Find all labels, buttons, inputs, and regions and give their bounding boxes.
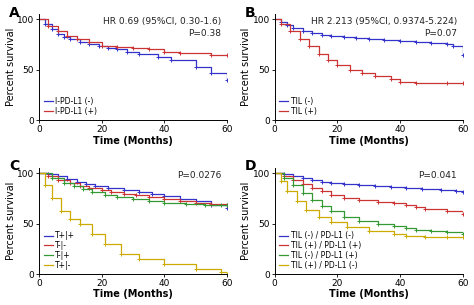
- I-PD-L1 (+): [55, 24, 61, 28]
- T+|+: [121, 186, 127, 190]
- Legend: T+|+, T-|-, T-|+, T+|-: T+|+, T-|-, T-|+, T+|-: [43, 231, 76, 270]
- TIL (-) / PD-L1 (-): [328, 181, 334, 185]
- TIL (-): [444, 43, 450, 46]
- TIL (+) / PD-L1 (-): [278, 179, 284, 183]
- I-PD-L1 (+): [130, 47, 136, 50]
- T+|+: [74, 177, 80, 181]
- Legend: TIL (-) / PD-L1 (-), TIL (+) / PD-L1 (+), TIL (-) / PD-L1 (+), TIL (+) / PD-L1 (: TIL (-) / PD-L1 (-), TIL (+) / PD-L1 (+)…: [279, 231, 362, 270]
- TIL (+) / PD-L1 (+): [403, 203, 409, 207]
- I-PD-L1 (+): [146, 48, 152, 51]
- TIL (-) / PD-L1 (+): [291, 183, 296, 187]
- TIL (+): [360, 68, 365, 72]
- Text: HR 2.213 (95%CI, 0.9374-5.224)
P=0.07: HR 2.213 (95%CI, 0.9374-5.224) P=0.07: [311, 17, 457, 38]
- TIL (-) / PD-L1 (-): [310, 176, 315, 180]
- T-|-: [55, 178, 61, 182]
- T+|+: [46, 172, 51, 176]
- TIL (+) / PD-L1 (+): [319, 189, 325, 193]
- TIL (-): [397, 40, 403, 43]
- TIL (+): [460, 81, 465, 85]
- TIL (+): [372, 71, 378, 75]
- TIL (+): [297, 38, 302, 41]
- I-PD-L1 (-): [55, 33, 61, 36]
- TIL (-) / PD-L1 (+): [310, 199, 315, 202]
- I-PD-L1 (-): [155, 55, 161, 59]
- T-|+: [102, 193, 108, 197]
- TIL (+) / PD-L1 (-): [344, 225, 350, 228]
- TIL (+): [335, 58, 340, 61]
- TIL (-) / PD-L1 (-): [291, 172, 296, 176]
- T+|-: [43, 183, 48, 187]
- T+|+: [177, 195, 183, 198]
- Y-axis label: Percent survival: Percent survival: [241, 28, 251, 106]
- Line: TIL (+) / PD-L1 (-): TIL (+) / PD-L1 (-): [274, 173, 463, 237]
- T-|+: [71, 181, 76, 185]
- TIL (-) / PD-L1 (+): [341, 210, 346, 213]
- I-PD-L1 (-): [193, 65, 199, 69]
- T-|+: [90, 190, 95, 194]
- TIL (-) / PD-L1 (+): [428, 228, 434, 231]
- T+|+: [209, 199, 214, 203]
- Text: D: D: [245, 160, 256, 174]
- T+|-: [162, 262, 167, 266]
- TIL (+): [388, 74, 393, 78]
- TIL (-) / PD-L1 (-): [454, 189, 459, 193]
- TIL (-): [428, 41, 434, 44]
- Text: B: B: [245, 5, 255, 20]
- TIL (+) / PD-L1 (-): [303, 209, 309, 212]
- TIL (+): [316, 52, 321, 56]
- TIL (+) / PD-L1 (-): [460, 235, 465, 239]
- TIL (-): [353, 37, 359, 40]
- TIL (-) / PD-L1 (-): [419, 187, 425, 191]
- I-PD-L1 (+): [130, 46, 136, 49]
- TIL (-) / PD-L1 (+): [375, 219, 381, 222]
- TIL (-) / PD-L1 (-): [438, 188, 444, 192]
- TIL (-) / PD-L1 (+): [391, 224, 397, 228]
- TIL (+) / PD-L1 (+): [356, 196, 362, 200]
- TIL (+): [278, 17, 284, 21]
- I-PD-L1 (-): [96, 45, 101, 48]
- TIL (+) / PD-L1 (-): [391, 232, 397, 235]
- Line: TIL (-): TIL (-): [274, 19, 463, 55]
- TIL (-): [291, 27, 296, 30]
- TIL (+) / PD-L1 (+): [272, 171, 277, 175]
- T-|-: [77, 184, 82, 188]
- Line: TIL (+) / PD-L1 (+): TIL (+) / PD-L1 (+): [274, 173, 463, 213]
- T-|-: [99, 188, 105, 192]
- I-PD-L1 (-): [55, 27, 61, 31]
- T+|-: [90, 222, 95, 225]
- TIL (-) / PD-L1 (+): [281, 176, 287, 180]
- T-|+: [80, 187, 86, 191]
- TIL (-): [450, 43, 456, 46]
- TIL (+): [444, 81, 450, 85]
- T+|+: [55, 172, 61, 176]
- T+|+: [74, 180, 80, 184]
- T+|+: [64, 177, 70, 181]
- T+|+: [55, 174, 61, 178]
- T-|-: [209, 202, 214, 205]
- T+|+: [137, 190, 142, 194]
- T-|-: [86, 184, 92, 188]
- TIL (-) / PD-L1 (-): [291, 174, 296, 178]
- TIL (-): [278, 17, 284, 21]
- T-|+: [224, 203, 230, 207]
- TIL (-): [428, 41, 434, 45]
- I-PD-L1 (-): [209, 71, 214, 75]
- T+|+: [149, 190, 155, 194]
- TIL (+): [288, 22, 293, 26]
- TIL (-): [460, 45, 465, 48]
- TIL (+): [347, 63, 353, 66]
- TIL (-) / PD-L1 (-): [438, 187, 444, 191]
- T-|-: [68, 178, 73, 182]
- TIL (-): [366, 38, 372, 41]
- I-PD-L1 (-): [49, 27, 55, 31]
- TIL (+) / PD-L1 (+): [460, 210, 465, 213]
- TIL (-) / PD-L1 (+): [356, 219, 362, 222]
- X-axis label: Time (Months): Time (Months): [93, 135, 173, 145]
- T-|-: [133, 192, 139, 196]
- T-|-: [224, 203, 230, 206]
- I-PD-L1 (+): [162, 50, 167, 53]
- TIL (-): [341, 35, 346, 39]
- T+|+: [177, 198, 183, 201]
- I-PD-L1 (+): [74, 34, 80, 38]
- TIL (+): [325, 58, 331, 61]
